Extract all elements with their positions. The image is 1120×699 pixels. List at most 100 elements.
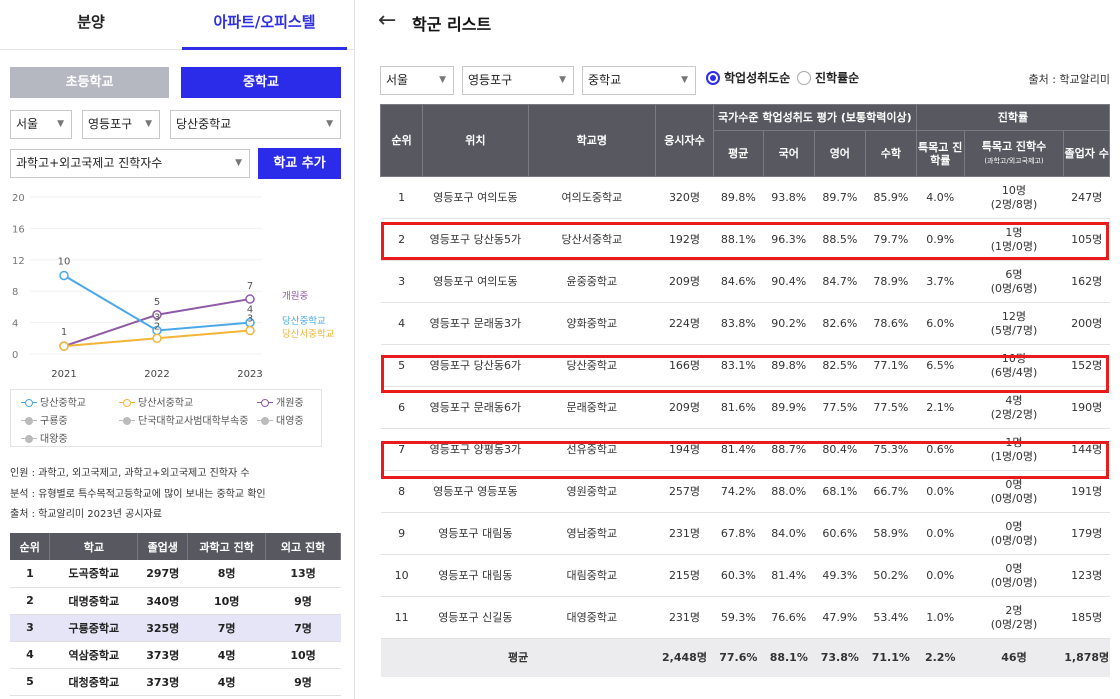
table-row[interactable]: 2 영등포구 당산동5가 당산서중학교 192명 88.1% 96.3% 88.5% 79.7… bbox=[380, 218, 1110, 261]
table-cell: 68.1% bbox=[814, 470, 866, 513]
col-avg: 평균 bbox=[712, 130, 764, 177]
table-cell: 144명 bbox=[1063, 428, 1110, 471]
table-row[interactable]: 9 영등포구 대림동 영남중학교 231명 67.8% 84.0% 60.6% 58.9% 0.… bbox=[380, 512, 1110, 555]
special-count-breakdown: (5명/7명) bbox=[990, 323, 1038, 337]
table-cell: 89.8% bbox=[763, 344, 815, 387]
source-text: 출처 : 학교알리미 bbox=[1028, 73, 1110, 86]
legend-item[interactable]: 대영중 bbox=[257, 412, 304, 427]
legend-item[interactable]: 단국대학교사범대학부속중 bbox=[119, 412, 248, 427]
table-cell: 49.3% bbox=[814, 554, 866, 597]
add-school-button[interactable]: 학교 추가 bbox=[258, 148, 341, 179]
table-row[interactable]: 2 대명중학교 340명 10명 9명 bbox=[10, 587, 341, 615]
table-row[interactable]: 3 구룡중학교 325명 7명 7명 bbox=[10, 614, 341, 642]
note-count: 인원 : 과학고, 외고국제고, 과학고+외고국제고 진학자 수 bbox=[10, 468, 250, 479]
table-cell: 58.9% bbox=[865, 512, 917, 555]
special-count-total: 0명 bbox=[1005, 477, 1023, 491]
data-label: 1 bbox=[61, 327, 67, 338]
elementary-school-button[interactable]: 초등학교 bbox=[10, 67, 169, 98]
legend-item[interactable]: 개원중 bbox=[257, 394, 304, 409]
table-cell: 13명 bbox=[265, 560, 341, 588]
legend-item[interactable]: 구룡중 bbox=[21, 412, 68, 427]
average-cell: 2,448명 bbox=[655, 638, 714, 677]
table-cell: 83.1% bbox=[713, 344, 764, 387]
legend-label: 개원중 bbox=[276, 398, 304, 409]
special-count-breakdown: (0명/0명) bbox=[990, 491, 1038, 505]
tab-sale[interactable]: 분양 bbox=[77, 13, 105, 31]
legend-item[interactable]: 당산중학교 bbox=[21, 394, 86, 409]
x-tick-label: 2023 bbox=[237, 369, 262, 380]
legend-marker-icon bbox=[257, 399, 273, 407]
table-cell: 9명 bbox=[265, 587, 341, 615]
city-select-value: 서울 bbox=[16, 117, 39, 131]
legend-label: 당산서중학교 bbox=[138, 398, 194, 409]
table-cell: 179명 bbox=[1063, 512, 1110, 555]
table-row[interactable]: 11 영등포구 신길동 대영중학교 231명 59.3% 76.6% 47.9% 53.4% 1… bbox=[380, 596, 1110, 639]
district-select[interactable]: 영등포구 ▼ bbox=[462, 66, 574, 95]
series-point bbox=[152, 333, 162, 344]
special-count-cell: 1명 (1명/0명) bbox=[964, 428, 1064, 471]
legend-item[interactable]: 당산서중학교 bbox=[119, 394, 193, 409]
district-select[interactable]: 영등포구 ▼ bbox=[82, 110, 160, 139]
table-row[interactable]: 8 영등포구 영등포동 영원중학교 257명 74.2% 88.0% 68.1% 66.7% 0… bbox=[380, 470, 1110, 513]
series-name-label: 개원중 bbox=[282, 291, 308, 302]
city-select[interactable]: 서울 ▼ bbox=[380, 66, 454, 95]
table-cell: 영등포구 여의도동 bbox=[422, 176, 529, 219]
legend-marker-icon bbox=[21, 417, 37, 425]
data-label: 7 bbox=[247, 281, 253, 292]
table-cell: 0.9% bbox=[916, 218, 965, 261]
table-cell: 93.8% bbox=[763, 176, 815, 219]
city-select[interactable]: 서울 ▼ bbox=[10, 110, 72, 139]
middle-school-button[interactable]: 중학교 bbox=[181, 67, 341, 98]
table-cell: 1 bbox=[10, 560, 50, 588]
table-row[interactable]: 5 영등포구 당산동6가 당산중학교 166명 83.1% 89.8% 82.5% 77.1%… bbox=[380, 344, 1110, 387]
legend-label: 대왕중 bbox=[40, 434, 68, 445]
table-row[interactable]: 6 영등포구 문래동6가 문래중학교 209명 81.6% 89.9% 77.5% 77.5%… bbox=[380, 386, 1110, 429]
table-cell: 78.6% bbox=[865, 302, 917, 345]
radio-advance-rate[interactable]: 진학률순 bbox=[797, 69, 859, 86]
metric-select[interactable]: 과학고+외고국제고 진학자수 ▼ bbox=[10, 149, 250, 178]
legend-label: 단국대학교사범대학부속중 bbox=[138, 416, 249, 427]
col-grads: 졸업생 bbox=[137, 533, 189, 560]
data-label: 2 bbox=[154, 321, 160, 332]
radio-achievement[interactable]: 학업성취도순 bbox=[706, 69, 790, 86]
table-cell: 215명 bbox=[655, 554, 714, 597]
table-cell: 영등포구 여의도동 bbox=[422, 260, 529, 303]
table-row[interactable]: 4 영등포구 문래동3가 양화중학교 224명 83.8% 90.2% 82.6% 78.6%… bbox=[380, 302, 1110, 345]
school-select[interactable]: 당산중학교 ▼ bbox=[170, 110, 341, 139]
table-row[interactable]: 1 도곡중학교 297명 8명 13명 bbox=[10, 560, 341, 588]
table-row[interactable]: 5 대청중학교 373명 4명 9명 bbox=[10, 668, 341, 696]
level-select[interactable]: 중학교 ▼ bbox=[582, 66, 696, 95]
table-row[interactable]: 4 역삼중학교 373명 4명 10명 bbox=[10, 641, 341, 669]
back-arrow-icon[interactable]: ← bbox=[378, 8, 397, 33]
table-cell: 66.7% bbox=[865, 470, 917, 513]
col-grads: 졸업자 수 bbox=[1063, 130, 1110, 177]
special-count-total: 12명 bbox=[1001, 309, 1027, 323]
special-count-cell: 10명 (2명/8명) bbox=[964, 176, 1064, 219]
special-count-breakdown: (1명/0명) bbox=[990, 449, 1038, 463]
table-row[interactable]: 1 영등포구 여의도동 여의도중학교 320명 89.8% 93.8% 89.7% 85.9%… bbox=[380, 176, 1110, 219]
table-cell: 231명 bbox=[655, 596, 714, 639]
table-cell: 83.8% bbox=[713, 302, 764, 345]
data-label: 3 bbox=[154, 312, 160, 323]
col-school: 학교 bbox=[49, 533, 139, 560]
tab-apartment-officetel[interactable]: 아파트/오피스텔 bbox=[182, 0, 347, 50]
table-cell: 162명 bbox=[1063, 260, 1110, 303]
special-count-breakdown: (0명/0명) bbox=[990, 533, 1038, 547]
table-cell: 231명 bbox=[655, 512, 714, 555]
table-cell: 60.3% bbox=[713, 554, 764, 597]
table-row[interactable]: 10 영등포구 대림동 대림중학교 215명 60.3% 81.4% 49.3% 50.2% 0… bbox=[380, 554, 1110, 597]
series-point bbox=[59, 270, 69, 281]
table-cell: 89.7% bbox=[814, 176, 866, 219]
special-count-cell: 0명 (0명/0명) bbox=[964, 470, 1064, 513]
special-count-cell: 6명 (0명/6명) bbox=[964, 260, 1064, 303]
radio-label: 진학률순 bbox=[815, 71, 860, 85]
legend-item[interactable]: 대왕중 bbox=[21, 430, 68, 445]
table-cell: 7명 bbox=[187, 614, 266, 642]
table-row[interactable]: 7 영등포구 양평동3가 선유중학교 194명 81.4% 88.7% 80.4% 75.3%… bbox=[380, 428, 1110, 471]
special-count-total: 6명 bbox=[1005, 267, 1023, 281]
table-cell: 10 bbox=[380, 554, 423, 597]
table-cell: 4명 bbox=[187, 668, 266, 696]
table-row[interactable]: 3 영등포구 여의도동 윤중중학교 209명 84.6% 90.4% 84.7% 78.9% 3… bbox=[380, 260, 1110, 303]
average-row: 평균 2,448명 77.6% 88.1% 73.8% 71.1% 2.2% 46명 1,878… bbox=[380, 638, 1110, 677]
chevron-down-icon: ▼ bbox=[235, 158, 242, 168]
